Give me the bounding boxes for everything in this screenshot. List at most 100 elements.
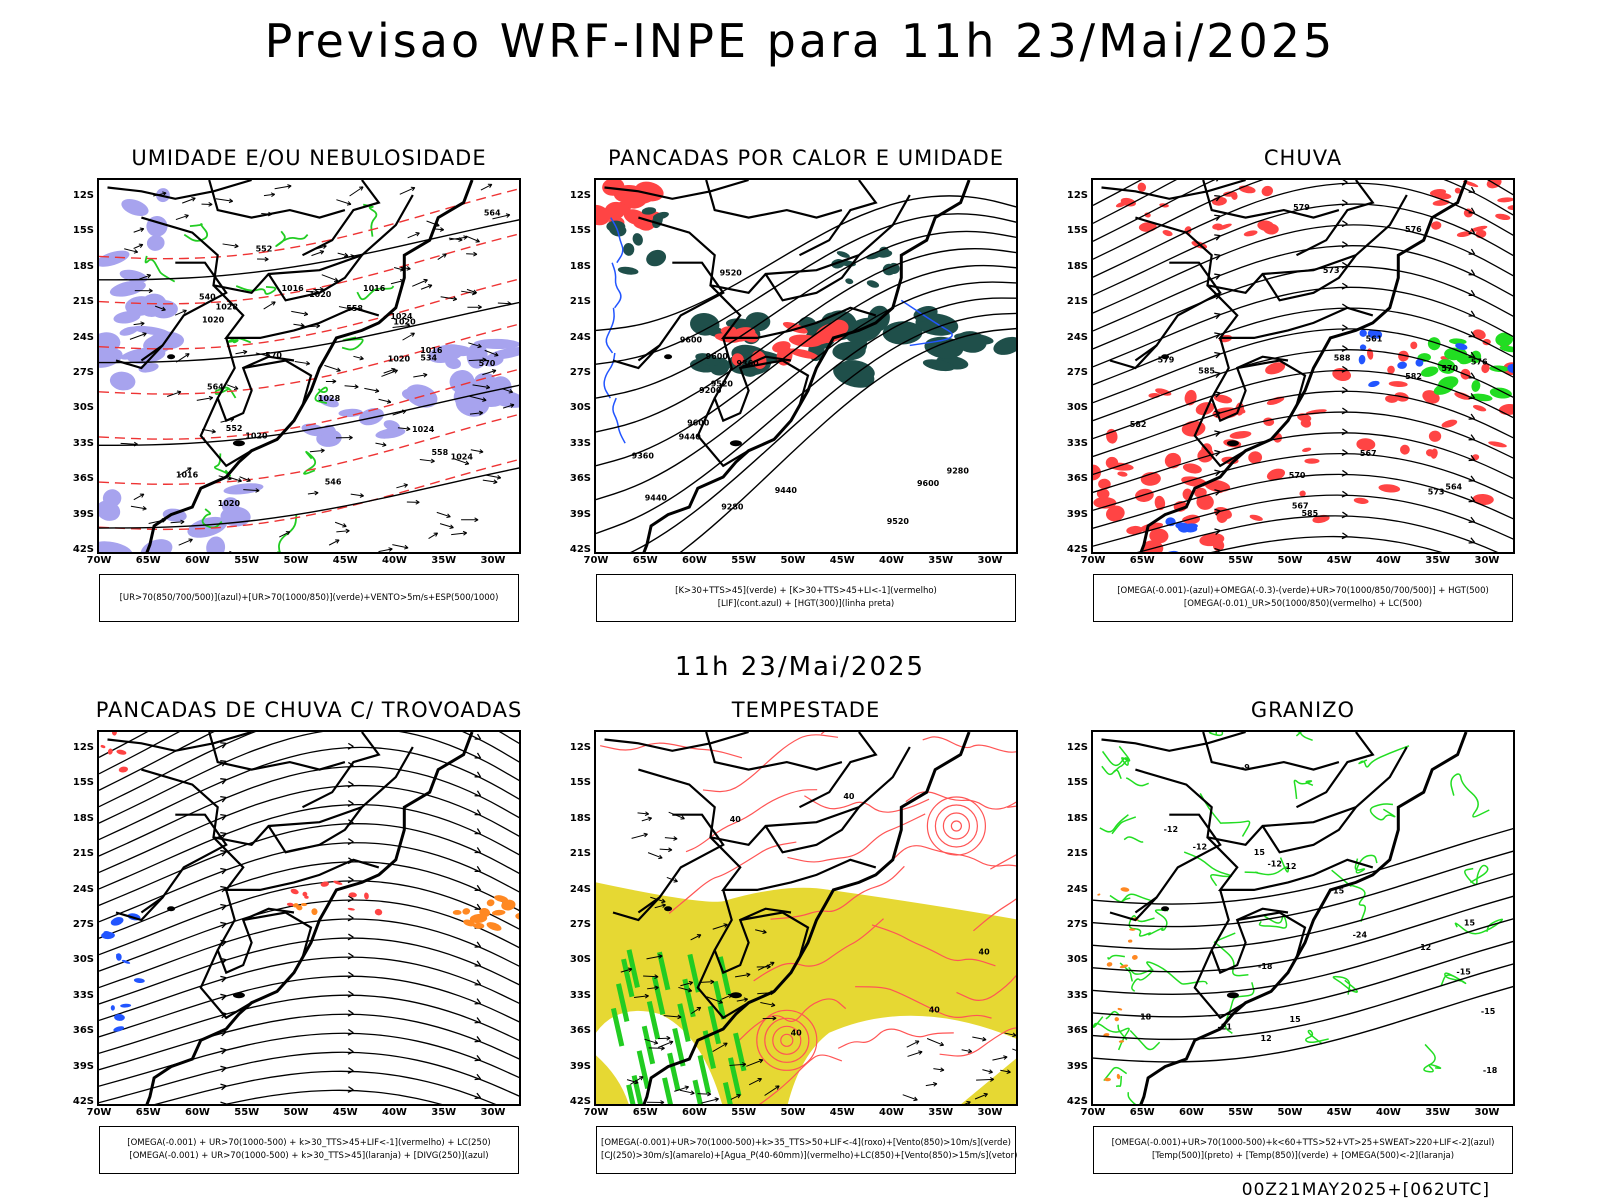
contour-label: 570 bbox=[479, 359, 496, 368]
contour-label: 1020 bbox=[202, 316, 225, 325]
latitude-tick-label: 33S bbox=[1066, 989, 1088, 1001]
contour-label: 40 bbox=[791, 1028, 803, 1037]
tempestade-map-graphic: 40 40 40 40 40 bbox=[596, 732, 1016, 1104]
contour-label: 564 bbox=[207, 382, 224, 391]
latitude-tick-label: 24S bbox=[72, 331, 94, 343]
granizo-map-graphic: -9-12-15-18-21-24-12-15-18-1215151512181… bbox=[1093, 732, 1513, 1104]
longitude-tick-label: 65W bbox=[1129, 1107, 1155, 1118]
contour-label: 9520 bbox=[720, 268, 743, 277]
granizo-legend: [OMEGA(-0.001)+UR>70(1000-500)+k<60+TTS>… bbox=[1093, 1126, 1513, 1174]
contour-label: 552 bbox=[256, 245, 273, 254]
latitude-tick-label: 39S bbox=[1066, 508, 1088, 520]
contour-label: -9 bbox=[1241, 763, 1250, 772]
latitude-tick-label: 36S bbox=[569, 473, 591, 485]
contour-label: 1024 bbox=[390, 312, 413, 321]
latitude-tick-label: 36S bbox=[569, 1025, 591, 1037]
contour-label: 570 bbox=[265, 351, 282, 360]
contour-label: 12 bbox=[1420, 943, 1431, 952]
latitude-tick-label: 39S bbox=[569, 1060, 591, 1072]
latitude-tick-label: 18S bbox=[1066, 260, 1088, 272]
longitude-tick-label: 50W bbox=[780, 1107, 806, 1118]
longitude-tick-label: 40W bbox=[879, 1107, 904, 1118]
longitude-tick-label: 45W bbox=[1326, 555, 1352, 566]
contour-label: 558 bbox=[431, 448, 448, 457]
contour-label: 9600 bbox=[706, 352, 729, 361]
longitude-tick-label: 70W bbox=[86, 1107, 112, 1118]
latitude-tick-label: 27S bbox=[72, 367, 94, 378]
longitude-tick-label: 60W bbox=[185, 555, 210, 566]
longitude-tick-label: 30W bbox=[480, 555, 506, 566]
contour-label: 588 bbox=[1334, 354, 1351, 363]
longitude-tick-label: 60W bbox=[1179, 555, 1204, 566]
latitude-tick-label: 18S bbox=[569, 812, 591, 824]
contour-label: -12 bbox=[1164, 825, 1178, 834]
longitude-tick-label: 65W bbox=[135, 555, 161, 566]
contour-label: 573 bbox=[1428, 488, 1445, 497]
contour-label: 9600 bbox=[917, 479, 940, 488]
contour-label: 567 bbox=[1292, 501, 1309, 510]
contour-label: 576 bbox=[1471, 358, 1488, 367]
longitude-tick-label: 45W bbox=[332, 1107, 358, 1118]
longitude-tick-label: 35W bbox=[431, 555, 457, 566]
contour-label: -12 bbox=[1193, 842, 1207, 851]
contour-label: -12 bbox=[1267, 860, 1281, 869]
latitude-tick-label: 33S bbox=[569, 437, 591, 449]
longitude-tick-label: 60W bbox=[682, 1107, 707, 1118]
longitude-tick-label: 65W bbox=[1129, 555, 1155, 566]
latitude-tick-label: 15S bbox=[72, 225, 94, 237]
contour-label: 9440 bbox=[679, 432, 702, 441]
contour-label: 546 bbox=[325, 477, 342, 486]
longitude-tick-label: 65W bbox=[135, 1107, 161, 1118]
contour-label: 540 bbox=[199, 293, 216, 302]
mid-title: 11h 23/Mai/2025 bbox=[674, 652, 926, 682]
longitude-tick-label: 35W bbox=[1425, 1107, 1451, 1118]
contour-label: 558 bbox=[346, 304, 363, 313]
latitude-tick-label: 36S bbox=[72, 473, 94, 485]
legend-line: [UR>70(850/700/500)](azul)+[UR>70(1000/8… bbox=[119, 592, 499, 603]
contour-label: 9280 bbox=[947, 466, 970, 475]
contour-label: 1020 bbox=[393, 317, 416, 326]
longitude-tick-label: 45W bbox=[332, 555, 358, 566]
latitude-tick-label: 21S bbox=[72, 848, 94, 860]
longitude-tick-label: 50W bbox=[283, 1107, 309, 1118]
contour-label: -18 bbox=[1258, 962, 1273, 971]
umidade-legend: [UR>70(850/700/500)](azul)+[UR>70(1000/8… bbox=[99, 574, 519, 622]
contour-label: 1024 bbox=[451, 452, 474, 461]
longitude-tick-label: 40W bbox=[1376, 555, 1401, 566]
latitude-tick-label: 30S bbox=[1066, 954, 1088, 966]
latitude-tick-label: 21S bbox=[1066, 848, 1088, 860]
longitude-tick-label: 30W bbox=[1474, 555, 1500, 566]
contour-label: 585 bbox=[1198, 367, 1215, 376]
pancadas-calor-panel-title: PANCADAS POR CALOR E UMIDADE bbox=[607, 146, 1005, 170]
legend-line: [OMEGA(-0.001)+UR>70(1000-500)+k>35_TTS>… bbox=[601, 1138, 1011, 1148]
contour-label: 1020 bbox=[388, 354, 411, 363]
longitude-tick-label: 45W bbox=[829, 555, 855, 566]
latitude-tick-label: 18S bbox=[1066, 812, 1088, 824]
contour-label: -15 bbox=[1481, 1007, 1496, 1016]
latitude-tick-label: 42S bbox=[72, 1096, 94, 1107]
longitude-tick-label: 40W bbox=[382, 1107, 407, 1118]
contour-label: 1020 bbox=[218, 499, 241, 508]
longitude-tick-label: 40W bbox=[1376, 1107, 1401, 1118]
legend-line: [OMEGA(-0.001) + UR>70(1000-500) + k>30_… bbox=[129, 1151, 489, 1161]
latitude-tick-label: 30S bbox=[569, 402, 591, 414]
contour-label: 40 bbox=[843, 792, 855, 801]
umidade-map: 1016 1016 1020 1024 1020 1020 1020 1020 1024 1028… bbox=[97, 178, 521, 554]
contour-label: -15 bbox=[1456, 968, 1471, 977]
pancadas-calor-map: 9600 9600 9600 9520 9440 9360 9280 9200 9520 9440… bbox=[594, 178, 1018, 554]
pancadas-trovoadas-map-graphic bbox=[99, 732, 519, 1104]
latitude-tick-label: 24S bbox=[569, 331, 591, 343]
tempestade-panel-title: TEMPESTADE bbox=[731, 698, 881, 722]
granizo-panel-title: GRANIZO bbox=[1250, 698, 1356, 722]
contour-label: 9280 bbox=[721, 503, 744, 512]
contour-label: 40 bbox=[979, 948, 991, 957]
latitude-tick-label: 15S bbox=[1066, 225, 1088, 237]
tempestade-map: 40 40 40 40 40 bbox=[594, 730, 1018, 1106]
latitude-tick-label: 27S bbox=[569, 919, 591, 930]
contour-label: 564 bbox=[484, 208, 501, 217]
footer-run-id: 00Z21MAY2025+[062UTC] bbox=[1241, 1180, 1490, 1200]
longitude-tick-label: 55W bbox=[731, 1107, 757, 1118]
longitude-tick-label: 50W bbox=[283, 555, 309, 566]
latitude-tick-label: 12S bbox=[1066, 742, 1088, 753]
